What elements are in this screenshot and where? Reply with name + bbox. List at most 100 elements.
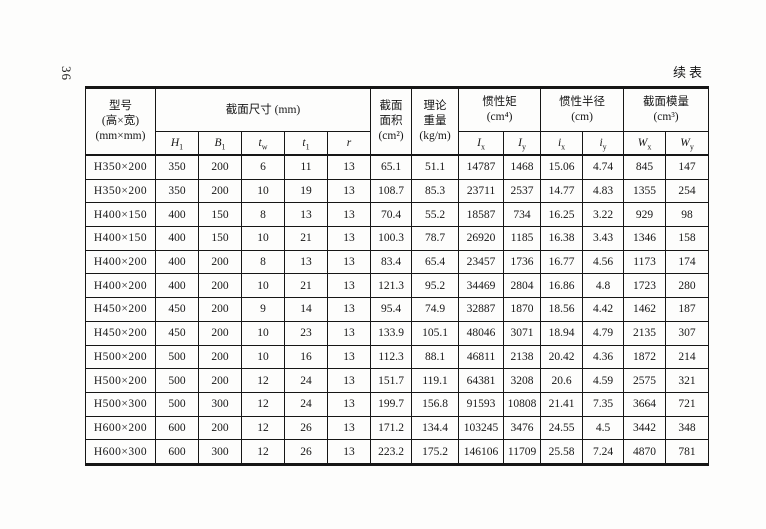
value-cell: 9: [241, 297, 285, 322]
value-cell: 4.56: [582, 249, 625, 275]
model-cell: H400×200: [85, 249, 156, 275]
value-cell: 781: [665, 439, 710, 465]
header-area-line1: 截面: [379, 100, 403, 113]
value-cell: 12: [241, 439, 285, 465]
value-cell: 83.4: [370, 249, 413, 275]
subheader-Iy: Iy: [503, 131, 542, 156]
value-cell: 321: [665, 368, 710, 393]
model-cell: H600×200: [85, 415, 156, 441]
value-cell: 55.2: [411, 202, 460, 228]
value-cell: 95.2: [411, 273, 460, 299]
value-cell: 300: [198, 439, 242, 465]
header-section-area: 截面 面积 (cm²): [370, 87, 413, 156]
value-cell: 2575: [623, 368, 667, 393]
value-cell: 13: [326, 320, 372, 346]
value-cell: 500: [155, 344, 199, 370]
value-cell: 32887: [458, 297, 505, 322]
subheader-iy: iy: [582, 131, 625, 156]
value-cell: 4.59: [582, 368, 625, 393]
header-model: 型号 (高×宽) (mm×mm): [85, 87, 156, 156]
value-cell: 6: [241, 154, 285, 180]
value-cell: 51.1: [411, 154, 460, 180]
model-cell: H350×200: [85, 154, 156, 180]
value-cell: 24.55: [540, 415, 584, 441]
header-weight-line2: 重量: [423, 115, 447, 128]
value-cell: 1185: [503, 226, 542, 251]
value-cell: 16: [284, 344, 328, 370]
page-number: 36: [59, 66, 74, 81]
value-cell: 214: [665, 344, 710, 370]
value-cell: 65.1: [370, 154, 413, 180]
value-cell: 121.3: [370, 273, 413, 299]
value-cell: 20.42: [540, 344, 584, 370]
value-cell: 10: [241, 273, 285, 299]
value-cell: 19: [284, 178, 328, 204]
value-cell: 1870: [503, 297, 542, 322]
value-cell: 8: [241, 249, 285, 275]
value-cell: 1462: [623, 297, 667, 322]
value-cell: 18587: [458, 202, 505, 228]
header-inertia-line1: 惯性矩: [482, 96, 517, 109]
value-cell: 307: [665, 320, 710, 346]
subheader-ix: ix: [540, 131, 584, 156]
value-cell: 4.36: [582, 344, 625, 370]
table-row: H600×200 600 200 12 26 13 171.2 134.4 103245 3476…: [85, 415, 710, 441]
subheader-r: r: [326, 131, 372, 156]
value-cell: 10: [241, 226, 285, 251]
value-cell: 150: [198, 226, 242, 251]
value-cell: 21: [284, 226, 328, 251]
table-row: H500×300 500 300 12 24 13 199.7 156.8 91593 10808…: [85, 391, 710, 417]
value-cell: 200: [198, 273, 242, 299]
section-properties-table-wrap: 型号 (高×宽) (mm×mm) 截面尺寸 (mm) 截面 面积 (cm²) 理: [85, 86, 710, 466]
value-cell: 24: [284, 368, 328, 393]
h-section-properties-table: 型号 (高×宽) (mm×mm) 截面尺寸 (mm) 截面 面积 (cm²) 理: [85, 86, 710, 466]
value-cell: 112.3: [370, 344, 413, 370]
value-cell: 13: [326, 249, 372, 275]
value-cell: 88.1: [411, 344, 460, 370]
value-cell: 158: [665, 226, 710, 251]
value-cell: 11: [284, 154, 328, 180]
header-model-line1: 型号: [109, 100, 132, 113]
value-cell: 223.2: [370, 439, 413, 465]
value-cell: 929: [623, 202, 667, 228]
header-model-line3: (mm×mm): [95, 129, 146, 142]
value-cell: 13: [326, 391, 372, 417]
value-cell: 350: [155, 154, 199, 180]
value-cell: 2138: [503, 344, 542, 370]
value-cell: 4.5: [582, 415, 625, 441]
value-cell: 2804: [503, 273, 542, 299]
value-cell: 91593: [458, 391, 505, 417]
value-cell: 200: [198, 368, 242, 393]
subheader-B1: B1: [198, 131, 242, 156]
value-cell: 4.74: [582, 154, 625, 180]
value-cell: 1346: [623, 226, 667, 251]
table-row: H500×200 500 200 12 24 13 151.7 119.1 64381 3208 2…: [85, 368, 710, 393]
value-cell: 450: [155, 297, 199, 322]
header-radius-line1: 惯性半径: [559, 96, 606, 109]
value-cell: 350: [155, 178, 199, 204]
value-cell: 103245: [458, 415, 505, 441]
value-cell: 16.38: [540, 226, 584, 251]
value-cell: 147: [665, 154, 710, 180]
table-row: H450×200 450 200 10 23 13 133.9 105.1 48046 3071 1…: [85, 320, 710, 346]
model-cell: H450×200: [85, 320, 156, 346]
value-cell: 4.42: [582, 297, 625, 322]
value-cell: 200: [198, 297, 242, 322]
value-cell: 845: [623, 154, 667, 180]
header-inertia-line2: (cm⁴): [486, 111, 513, 123]
value-cell: 400: [155, 202, 199, 228]
table-body: H350×200 350 200 6 11 13 65.1 51.1 14787 1468 15.0…: [85, 154, 710, 465]
value-cell: 156.8: [411, 391, 460, 417]
header-radius-of-gyration: 惯性半径 (cm): [540, 87, 625, 132]
value-cell: 70.4: [370, 202, 413, 228]
value-cell: 74.9: [411, 297, 460, 322]
header-theoretical-weight: 理论 重量 (kg/m): [411, 87, 460, 156]
value-cell: 95.4: [370, 297, 413, 322]
value-cell: 254: [665, 178, 710, 204]
value-cell: 734: [503, 202, 542, 228]
value-cell: 11709: [503, 439, 542, 465]
value-cell: 200: [198, 154, 242, 180]
value-cell: 24: [284, 391, 328, 417]
value-cell: 450: [155, 320, 199, 346]
